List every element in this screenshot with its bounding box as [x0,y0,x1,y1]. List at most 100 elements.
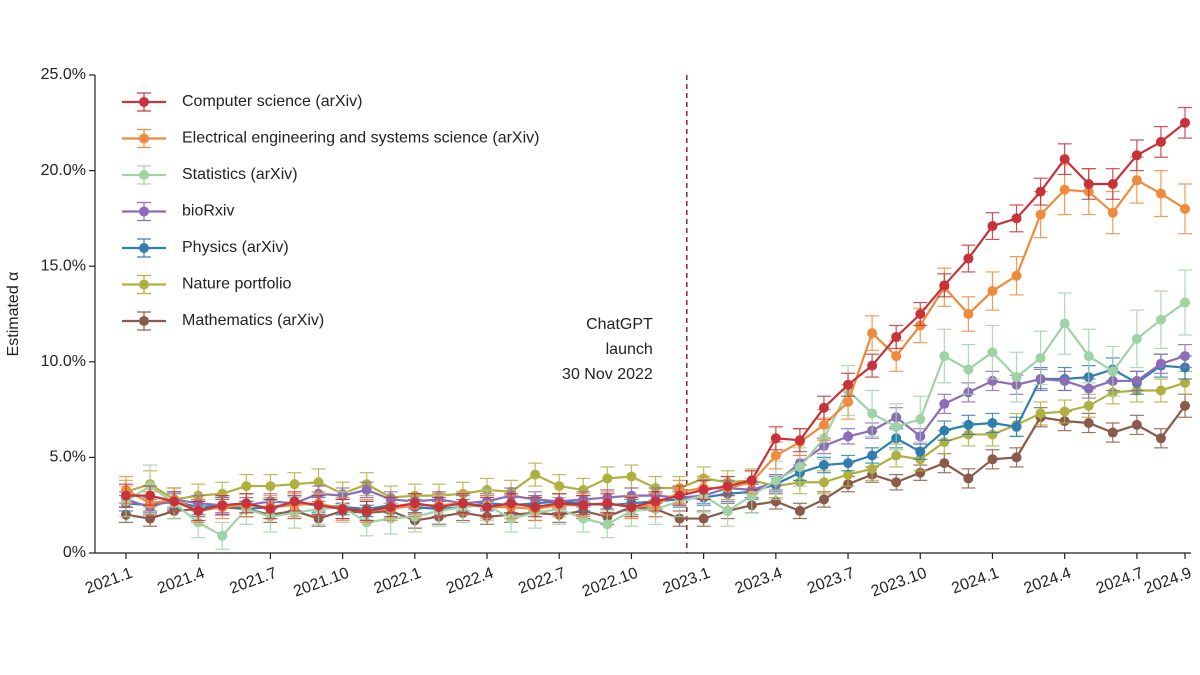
x-tick-label: 2021.4 [155,565,207,598]
y-tick-label: 25.0% [41,66,86,83]
data-point [1059,406,1070,417]
data-point [1083,417,1094,428]
data-point [530,502,541,513]
data-point [770,433,781,444]
y-tick-label: 10.0% [41,353,86,370]
data-point [939,351,950,362]
data-point [361,484,372,495]
legend-marker [139,133,149,144]
legend-item: bioRxiv [122,201,234,222]
x-tick-label: 2021.10 [291,565,351,601]
data-point [1131,375,1142,386]
legend-label: Mathematics (arXiv) [182,312,324,329]
annotation: ChatGPT [586,316,653,333]
legend-marker [139,206,149,217]
data-point [1155,358,1166,369]
data-point [1180,117,1190,128]
legend-item: Physics (arXiv) [122,238,289,258]
data-point [722,505,733,516]
data-point [794,505,805,516]
x-tick-label: 2024.7 [1094,565,1146,598]
data-point [409,498,420,509]
data-point [987,347,998,358]
data-point [193,505,204,516]
data-point [1059,318,1070,329]
legend-label: bioRxiv [182,203,234,220]
data-point [987,221,998,232]
data-point [241,481,252,492]
data-point [843,458,854,469]
legend-marker [139,97,149,107]
legend-item: Statistics (arXiv) [122,165,298,185]
data-point [1155,385,1166,396]
data-point [433,502,444,513]
data-point [1180,377,1190,388]
data-point [1011,213,1022,224]
x-tick-label: 2022.4 [444,565,496,598]
data-point [818,494,829,505]
data-point [650,496,661,507]
data-point [818,477,829,488]
data-point [1083,178,1094,189]
data-point [1180,351,1190,362]
data-point [963,364,974,375]
data-point [121,490,131,501]
data-point [1011,452,1022,463]
data-point [602,498,613,509]
legend-marker [139,243,149,253]
data-point [217,500,228,511]
data-point [602,473,613,484]
data-point [265,481,276,492]
data-point [963,419,974,430]
x-tick-label: 2022.10 [580,565,640,601]
y-axis-label: Estimated α [5,272,22,357]
data-point [1107,427,1118,438]
data-point [915,446,926,457]
data-point [939,458,950,469]
data-point [963,309,974,319]
data-point [891,331,902,342]
annotation: launch [606,341,653,358]
legend-label: Electrical engineering and systems scien… [182,130,539,147]
legend-label: Physics (arXiv) [182,239,289,256]
data-point [530,469,541,480]
data-point [289,479,300,490]
legend-marker [139,279,149,290]
data-point [867,360,878,371]
data-point [939,398,950,409]
data-point [722,481,733,492]
data-point [891,450,902,461]
legend-label: Nature portfolio [182,276,291,293]
data-point [818,460,829,471]
data-point [1011,372,1022,383]
data-point [1011,421,1022,432]
x-tick-label: 2024.4 [1022,565,1074,598]
data-point [145,513,156,524]
data-point [313,500,324,511]
data-point [482,502,493,513]
x-tick-label: 2022.7 [516,565,568,598]
legend-item: Electrical engineering and systems scien… [122,128,539,149]
y-tick-label: 0% [63,544,86,561]
data-point [987,417,998,428]
data-point [1035,352,1046,363]
data-point [770,475,781,486]
data-point [818,419,829,430]
legend-marker [139,316,149,326]
data-point [169,496,180,507]
data-point [1180,203,1190,214]
data-point [241,498,252,509]
data-point [554,498,565,509]
data-point [1107,366,1118,377]
legend-item: Mathematics (arXiv) [122,311,324,331]
data-point [1180,297,1190,308]
data-point [1035,209,1046,220]
data-point [867,463,878,474]
legend-label: Computer science (arXiv) [182,93,363,110]
data-point [1059,375,1070,386]
x-tick-label: 2023.1 [661,565,713,598]
data-point [770,450,781,461]
data-point [217,530,228,541]
x-tick-label: 2024.1 [949,565,1001,598]
